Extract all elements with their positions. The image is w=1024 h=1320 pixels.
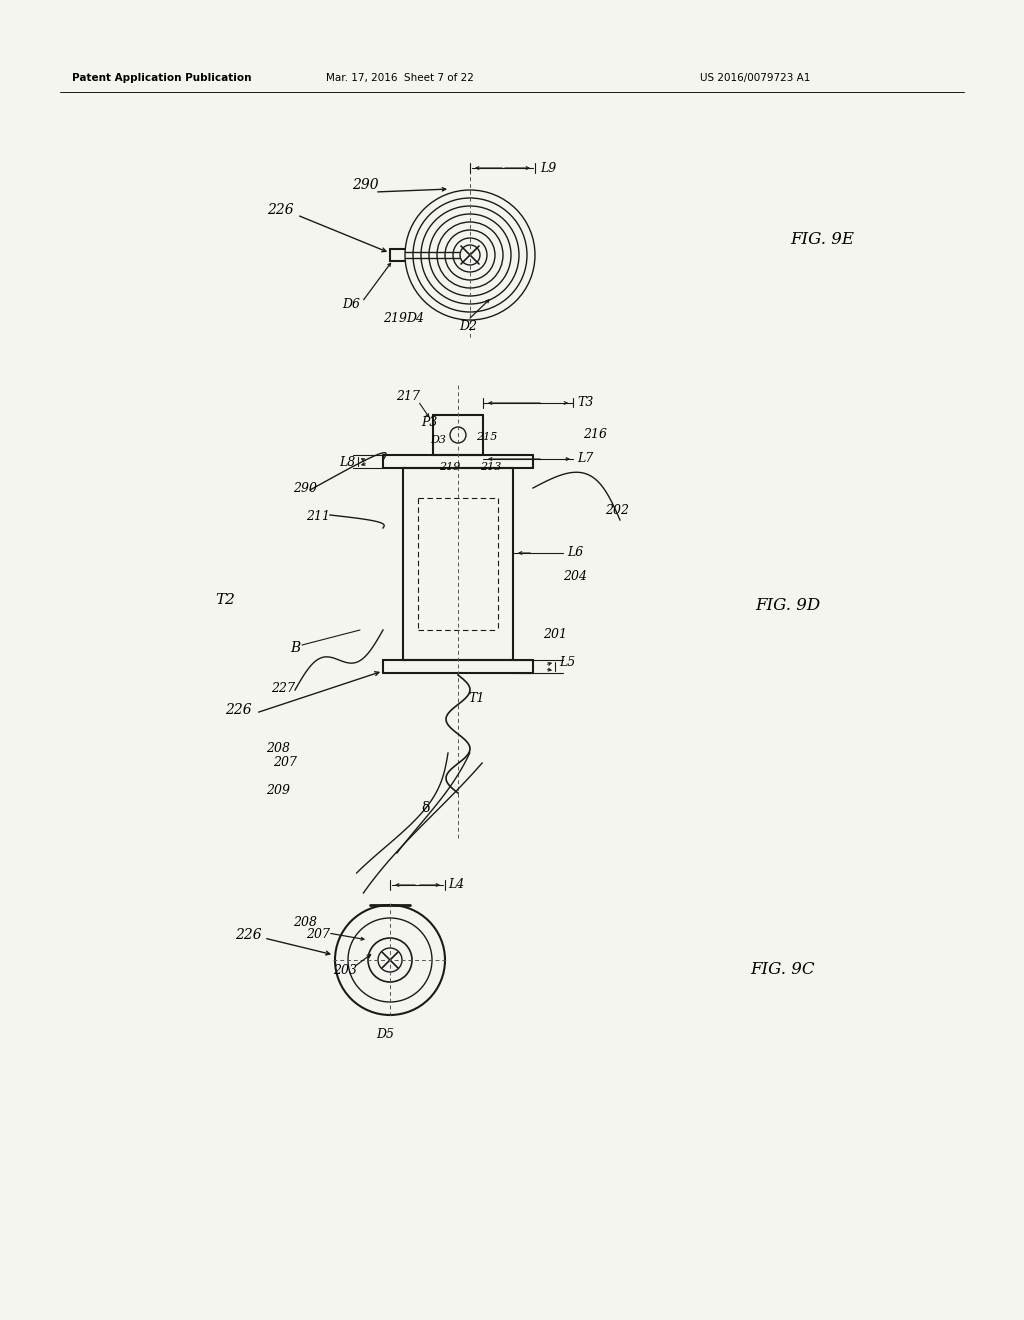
Text: 219: 219 [383,312,407,325]
Text: FIG. 9C: FIG. 9C [750,961,815,978]
Text: T1: T1 [468,692,484,705]
Text: Patent Application Publication: Patent Application Publication [72,73,252,83]
Text: 219: 219 [439,462,461,473]
Text: 207: 207 [273,755,297,768]
Text: 211: 211 [306,511,330,524]
Text: L4: L4 [449,879,464,891]
Text: T3: T3 [577,396,593,409]
Text: D4: D4 [406,312,424,325]
Text: P3: P3 [422,417,438,429]
Text: 207: 207 [306,928,330,941]
Text: 290: 290 [351,178,378,191]
Text: 226: 226 [224,704,251,717]
Text: L9: L9 [540,161,556,174]
Text: 204: 204 [563,569,587,582]
Text: Mar. 17, 2016  Sheet 7 of 22: Mar. 17, 2016 Sheet 7 of 22 [326,73,474,83]
Text: 226: 226 [234,928,261,942]
Text: 203: 203 [333,964,357,977]
Text: L5: L5 [559,656,575,669]
Text: L8: L8 [339,457,355,470]
Text: 213: 213 [480,462,502,473]
Text: 208: 208 [293,916,317,928]
Text: 217: 217 [396,391,420,404]
Text: 226: 226 [266,203,293,216]
Text: US 2016/0079723 A1: US 2016/0079723 A1 [700,73,810,83]
Text: L7: L7 [577,453,593,466]
Text: 201: 201 [543,628,567,642]
Text: D5: D5 [376,1028,394,1041]
Text: B: B [290,642,300,655]
Text: D2: D2 [459,319,477,333]
Text: 216: 216 [583,429,607,441]
Text: FIG. 9D: FIG. 9D [755,597,820,614]
Text: D6: D6 [342,298,360,312]
Text: T2: T2 [215,593,234,607]
Text: D3: D3 [430,436,446,445]
Text: L6: L6 [567,546,584,560]
Text: 215: 215 [476,432,498,442]
Text: 290: 290 [293,482,317,495]
Text: 227: 227 [271,681,295,694]
Text: δ: δ [421,801,429,814]
Text: FIG. 9E: FIG. 9E [790,231,854,248]
Text: 209: 209 [266,784,290,796]
Text: 208: 208 [266,742,290,755]
Text: 202: 202 [605,503,629,516]
